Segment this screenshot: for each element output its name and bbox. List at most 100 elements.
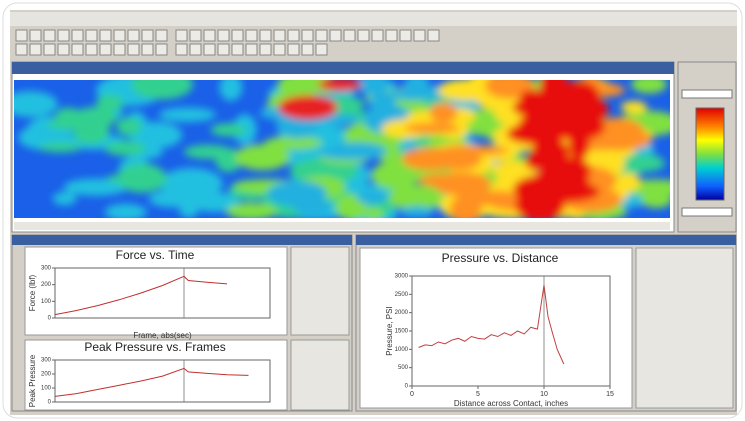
heat-blob [278, 95, 338, 120]
toolbar-button[interactable] [189, 43, 202, 56]
toolbar-button[interactable] [259, 43, 272, 56]
max-field[interactable] [681, 89, 733, 99]
toolbar-button[interactable] [57, 29, 70, 42]
toolbar-button[interactable] [273, 43, 286, 56]
toolbar-button[interactable] [245, 43, 258, 56]
toolbar-button[interactable] [385, 29, 398, 42]
toolbar-button[interactable] [357, 29, 370, 42]
toolbar-button[interactable] [315, 43, 328, 56]
status-bar [14, 222, 670, 230]
chart-title: Peak Pressure vs. Frames [84, 340, 225, 354]
y-tick-label: 300 [41, 358, 52, 364]
toolbar-button[interactable] [15, 43, 28, 56]
toolbar-button[interactable] [15, 29, 28, 42]
toolbar-button[interactable] [203, 43, 216, 56]
y-tick-label: 3000 [395, 274, 409, 280]
toolbar-button[interactable] [231, 29, 244, 42]
min-field[interactable] [681, 207, 733, 217]
chart-title: Pressure vs. Distance [442, 251, 559, 265]
toolbar-button[interactable] [29, 29, 42, 42]
heat-blob [363, 207, 385, 218]
toolbar-button[interactable] [43, 43, 56, 56]
right-titlebar [356, 235, 736, 245]
toolbar-button[interactable] [85, 43, 98, 56]
plot-area [54, 359, 271, 403]
toolbar-button[interactable] [113, 43, 126, 56]
toolbar-button[interactable] [141, 29, 154, 42]
heat-blob [116, 117, 142, 136]
color-bar [695, 107, 725, 201]
y-tick-label: 0 [48, 400, 52, 406]
heat-blob [38, 142, 82, 153]
toolbar-button[interactable] [29, 43, 42, 56]
toolbar-button[interactable] [85, 29, 98, 42]
toolbar-button[interactable] [329, 29, 342, 42]
data-line [418, 285, 565, 365]
toolbar-button[interactable] [99, 29, 112, 42]
heat-blob [371, 161, 419, 190]
heat-blob [317, 80, 362, 92]
heat-blob [130, 80, 194, 100]
x-tick-label: 0 [410, 391, 414, 398]
heat-blob [418, 173, 476, 188]
toolbar-button[interactable] [217, 29, 230, 42]
toolbar-button[interactable] [399, 29, 412, 42]
toolbar-button[interactable] [189, 29, 202, 42]
heat-blob [400, 206, 434, 218]
toolbar-button[interactable] [413, 29, 426, 42]
toolbar-button[interactable] [343, 29, 356, 42]
toolbar-button[interactable] [127, 29, 140, 42]
toolbar-button[interactable] [287, 43, 300, 56]
toolbar-button[interactable] [155, 29, 168, 42]
toolbar [15, 29, 440, 56]
heat-blob [561, 90, 587, 111]
map-titlebar [12, 62, 674, 74]
toolbar-button[interactable] [315, 29, 328, 42]
y-tick-label: 0 [48, 316, 52, 322]
toolbar-button[interactable] [113, 29, 126, 42]
heat-blob [358, 80, 389, 96]
heat-blob [104, 203, 147, 218]
heat-blob [385, 89, 447, 101]
menu-bar [10, 12, 737, 26]
heat-blob [104, 141, 146, 156]
toolbar-button[interactable] [245, 29, 258, 42]
toolbar-button[interactable] [71, 43, 84, 56]
heat-blob [356, 191, 388, 205]
heat-blob [491, 161, 538, 178]
heat-blob [219, 80, 243, 101]
toolbar-button[interactable] [155, 43, 168, 56]
side-panel [290, 339, 350, 411]
toolbar-button[interactable] [259, 29, 272, 42]
x-axis-label: Distance across Contact, inches [454, 399, 568, 408]
toolbar-button[interactable] [141, 43, 154, 56]
heat-blob [72, 107, 118, 128]
toolbar-button[interactable] [231, 43, 244, 56]
heat-blob [579, 138, 619, 151]
toolbar-button[interactable] [175, 43, 188, 56]
y-tick-label: 0 [405, 384, 409, 390]
toolbar-button[interactable] [371, 29, 384, 42]
pressure-map [14, 80, 670, 218]
toolbar-button[interactable] [175, 29, 188, 42]
toolbar-button[interactable] [287, 29, 300, 42]
y-axis-label: Pressure, PSI [385, 306, 394, 355]
toolbar-button[interactable] [57, 43, 70, 56]
heat-blob [404, 123, 460, 134]
toolbar-button[interactable] [203, 29, 216, 42]
toolbar-button[interactable] [217, 43, 230, 56]
toolbar-button[interactable] [301, 43, 314, 56]
toolbar-button[interactable] [273, 29, 286, 42]
heat-blob [328, 142, 387, 160]
heat-blob [159, 167, 223, 200]
heat-blob [189, 192, 240, 212]
toolbar-button[interactable] [301, 29, 314, 42]
toolbar-button[interactable] [71, 29, 84, 42]
toolbar-button[interactable] [127, 43, 140, 56]
heat-blob [388, 184, 445, 211]
y-tick-label: 100 [41, 299, 52, 305]
toolbar-button[interactable] [99, 43, 112, 56]
toolbar-button[interactable] [427, 29, 440, 42]
toolbar-button[interactable] [43, 29, 56, 42]
heat-blob [640, 192, 670, 208]
